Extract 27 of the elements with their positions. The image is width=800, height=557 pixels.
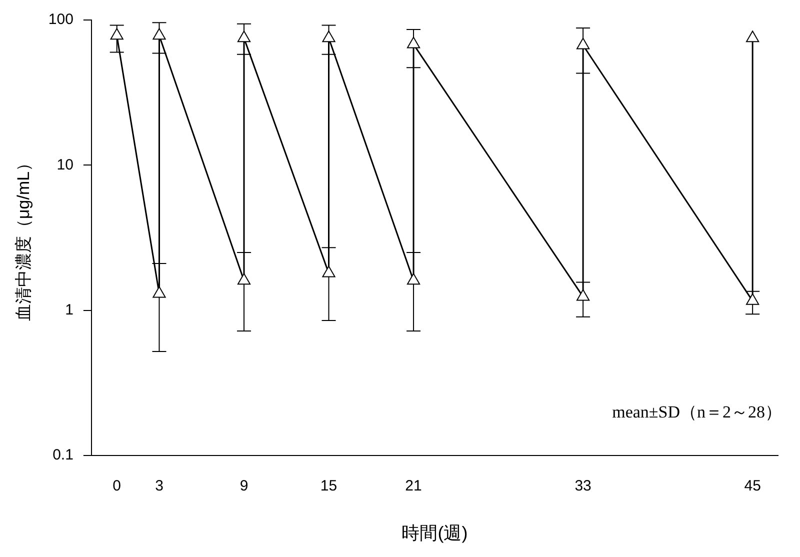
x-tick-label: 3 bbox=[155, 478, 164, 495]
point bbox=[406, 36, 420, 48]
point bbox=[152, 28, 166, 40]
annotation: mean±SD（n＝2～28） bbox=[612, 402, 782, 422]
x-tick-label: 9 bbox=[240, 478, 248, 495]
point bbox=[152, 286, 166, 298]
point bbox=[110, 28, 124, 40]
point bbox=[322, 266, 336, 278]
x-tick-label: 21 bbox=[405, 478, 422, 495]
y-tick-label: 1 bbox=[65, 301, 74, 318]
point bbox=[576, 289, 590, 301]
x-tick-label: 45 bbox=[744, 478, 761, 495]
x-tick-label: 0 bbox=[112, 478, 122, 495]
point bbox=[406, 273, 420, 285]
point bbox=[237, 30, 251, 42]
x-tick-label: 33 bbox=[574, 478, 592, 495]
point bbox=[237, 273, 251, 285]
point bbox=[746, 293, 760, 305]
y-axis-title: 血清中濃度（μg/mL） bbox=[14, 154, 33, 321]
y-tick-label: 0.1 bbox=[52, 446, 74, 464]
x-tick-label: 15 bbox=[320, 478, 338, 495]
y-tick-label: 10 bbox=[56, 156, 74, 174]
point bbox=[746, 30, 760, 42]
point bbox=[322, 30, 336, 42]
x-axis-title: 時間(週) bbox=[402, 523, 468, 544]
point bbox=[576, 38, 590, 50]
y-tick-label: 100 bbox=[48, 11, 74, 28]
